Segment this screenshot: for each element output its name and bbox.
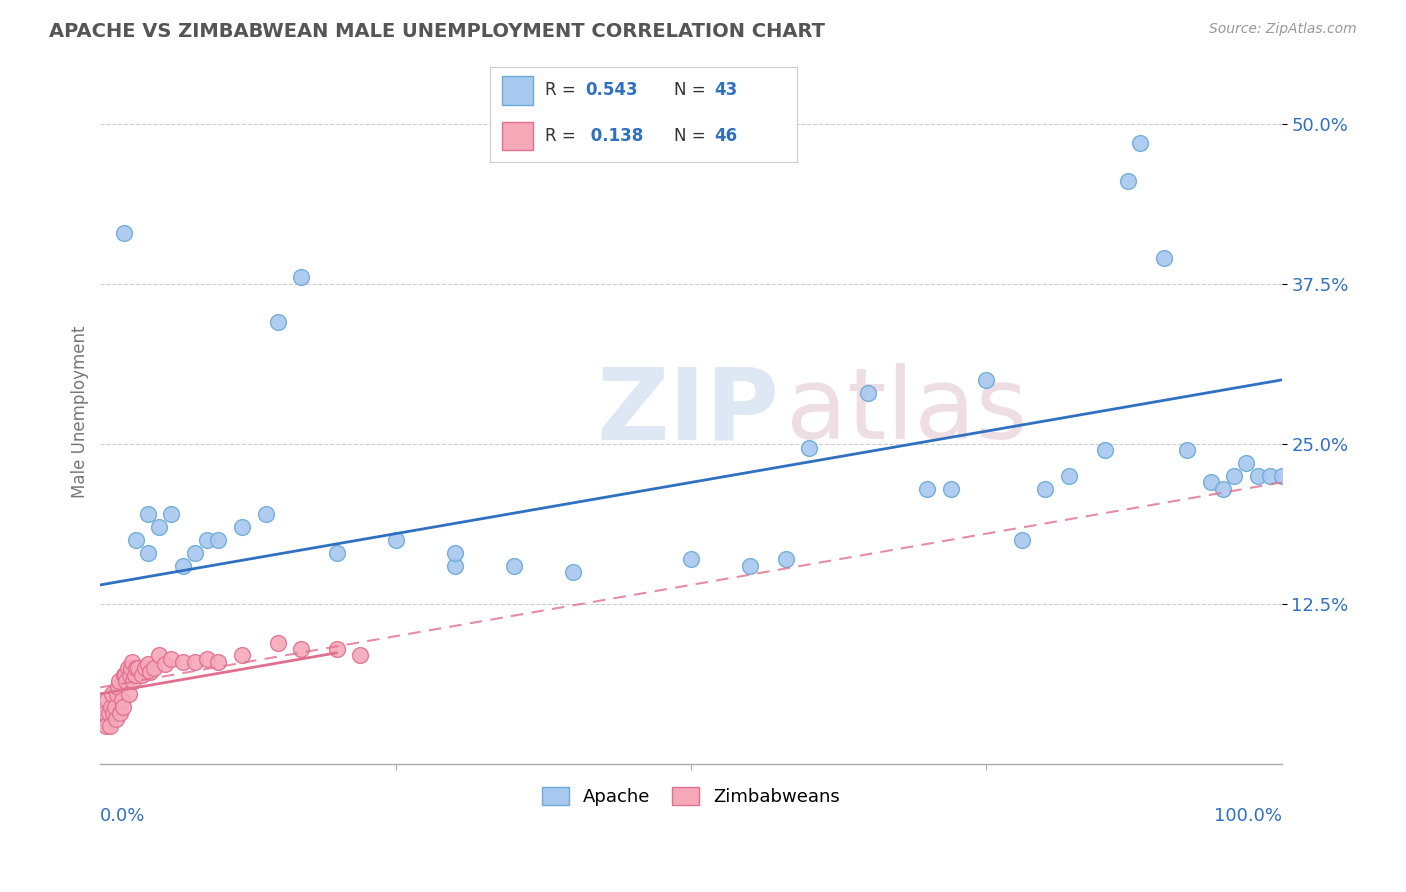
Point [1011,533,1033,547]
Point [122,673,145,688]
Text: Source: ZipAtlas.com: Source: ZipAtlas.com [1209,22,1357,37]
Point [105,687,128,701]
Point [124,667,146,681]
Point [125,661,148,675]
Point [118,687,141,701]
Point [443,558,465,573]
Point [111,699,134,714]
Point [93,713,115,727]
Point [112,226,135,240]
Point [108,673,131,688]
Point [96,719,118,733]
Point [1116,174,1139,188]
Point [1247,469,1270,483]
Text: 0.0%: 0.0% [100,806,146,824]
Text: APACHE VS ZIMBABWEAN MALE UNEMPLOYMENT CORRELATION CHART: APACHE VS ZIMBABWEAN MALE UNEMPLOYMENT C… [49,22,825,41]
Point [266,635,288,649]
Point [103,699,125,714]
Point [121,655,143,669]
Point [136,546,159,560]
Point [1129,136,1152,150]
Point [114,667,136,681]
Point [98,719,121,733]
Point [118,667,141,681]
Point [107,681,129,695]
Point [148,648,170,663]
Point [1035,482,1057,496]
Point [172,655,194,669]
Point [155,657,177,672]
Point [207,533,229,547]
Point [184,655,207,669]
Point [195,652,218,666]
Point [254,508,277,522]
Point [127,661,149,675]
Text: atlas: atlas [786,363,1028,460]
Point [120,661,142,675]
Point [1057,469,1080,483]
Point [349,648,371,663]
Point [290,270,312,285]
Point [110,706,132,720]
Point [1175,443,1198,458]
Point [939,482,962,496]
Point [1094,443,1116,458]
Point [100,699,122,714]
Point [231,648,253,663]
Point [184,546,207,560]
Point [115,673,138,688]
Y-axis label: Male Unemployment: Male Unemployment [72,326,89,499]
Point [775,552,797,566]
Point [1271,469,1294,483]
Point [97,706,120,720]
Point [112,667,135,681]
Point [195,533,218,547]
Point [160,652,183,666]
Point [231,520,253,534]
Point [740,558,762,573]
Point [325,642,347,657]
Point [1153,251,1175,265]
Legend: Apache, Zimbabweans: Apache, Zimbabweans [533,778,849,815]
Point [325,546,347,560]
Point [136,508,159,522]
Point [917,482,939,496]
Point [139,665,162,679]
Point [266,315,288,329]
Point [290,642,312,657]
Point [1223,469,1246,483]
Point [103,706,125,720]
Point [117,661,139,675]
Point [125,533,148,547]
Point [136,657,159,672]
Point [1212,482,1234,496]
Point [101,687,124,701]
Point [96,693,118,707]
Point [104,713,127,727]
Point [94,706,117,720]
Point [976,373,998,387]
Point [679,552,702,566]
Point [502,558,524,573]
Point [207,655,229,669]
Point [142,661,165,675]
Point [1258,469,1281,483]
Point [172,558,194,573]
Point [110,693,132,707]
Point [799,441,821,455]
Point [561,565,583,579]
Point [443,546,465,560]
Text: ZIP: ZIP [596,363,779,460]
Point [131,667,153,681]
Point [1234,456,1257,470]
Point [148,520,170,534]
Point [1199,475,1222,490]
Text: 100.0%: 100.0% [1213,806,1282,824]
Point [160,508,183,522]
Point [384,533,406,547]
Point [858,385,880,400]
Point [134,661,156,675]
